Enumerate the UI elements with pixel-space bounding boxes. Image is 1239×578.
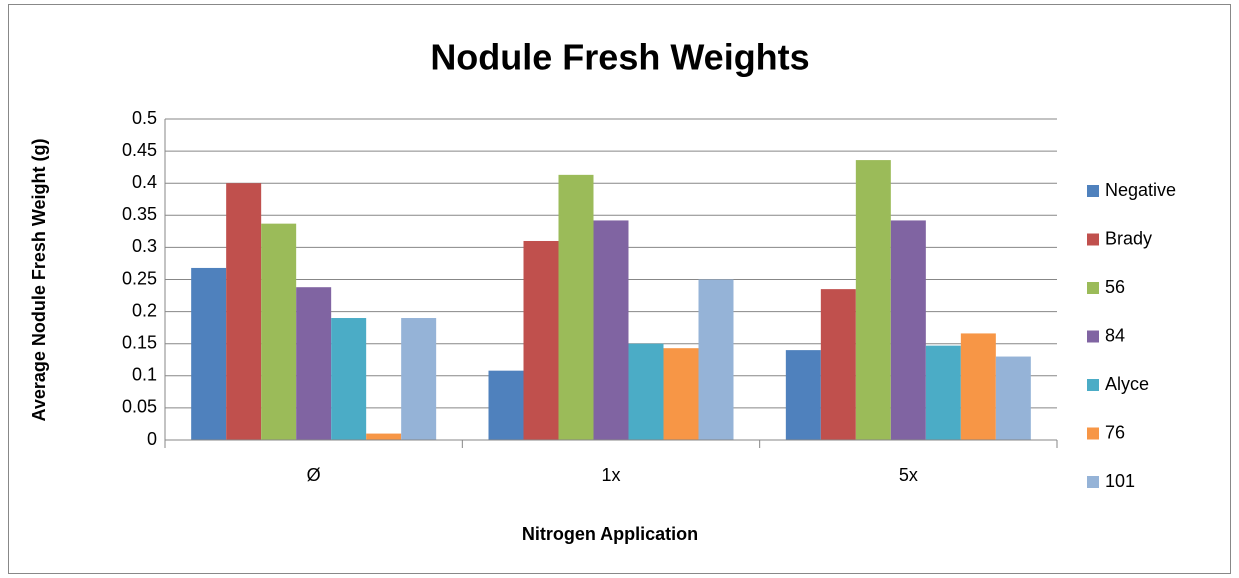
- legend-label: 84: [1105, 325, 1125, 345]
- y-tick-label: 0.35: [122, 204, 157, 224]
- legend-swatch: [1087, 185, 1099, 197]
- chart-title: Nodule Fresh Weights: [430, 37, 809, 78]
- bar: [855, 160, 891, 440]
- bar: [558, 174, 594, 440]
- bar: [663, 348, 699, 440]
- x-tick-label: 1x: [601, 465, 620, 485]
- x-axis-label: Nitrogen Application: [522, 524, 698, 544]
- legend-swatch: [1087, 233, 1099, 246]
- bar: [226, 183, 262, 440]
- bar: [488, 370, 524, 440]
- legend-label: Alyce: [1105, 374, 1149, 394]
- bar: [890, 220, 926, 440]
- x-tick-label: Ø: [307, 465, 321, 485]
- legend-swatch: [1087, 427, 1099, 440]
- legend-swatch: [1087, 330, 1099, 343]
- bar: [523, 240, 559, 440]
- x-tick-label: 5x: [899, 465, 918, 485]
- legend-swatch: [1087, 476, 1099, 488]
- legend-label: 56: [1105, 277, 1125, 297]
- bar: [698, 279, 734, 440]
- y-tick-label: 0.2: [132, 300, 157, 320]
- y-tick-label: 0.1: [132, 365, 157, 385]
- bar: [820, 289, 856, 440]
- legend-swatch: [1087, 282, 1099, 294]
- legend-label: 101: [1105, 471, 1135, 491]
- legend-label: Negative: [1105, 180, 1176, 200]
- y-axis-label: Average Nodule Fresh Weight (g): [29, 138, 49, 421]
- bar: [366, 433, 402, 440]
- bar: [960, 333, 996, 440]
- legend-label: Brady: [1105, 228, 1152, 248]
- legend-label: 76: [1105, 422, 1125, 442]
- bar: [925, 345, 961, 440]
- bar: [296, 287, 332, 440]
- y-tick-label: 0.3: [132, 236, 157, 256]
- y-tick-label: 0: [147, 429, 157, 449]
- y-tick-label: 0.25: [122, 268, 157, 288]
- bar: [995, 356, 1031, 440]
- y-tick-label: 0.4: [132, 172, 157, 192]
- bar: [191, 267, 227, 440]
- bar: [401, 318, 437, 440]
- bar: [261, 223, 297, 440]
- y-tick-label: 0.05: [122, 397, 157, 417]
- bar: [331, 318, 367, 440]
- y-tick-label: 0.5: [132, 108, 157, 128]
- bar: [593, 220, 629, 440]
- bar: [628, 343, 664, 440]
- y-tick-label: 0.15: [122, 332, 157, 352]
- y-tick-label: 0.45: [122, 140, 157, 160]
- bar: [785, 350, 821, 440]
- legend-swatch: [1087, 379, 1099, 391]
